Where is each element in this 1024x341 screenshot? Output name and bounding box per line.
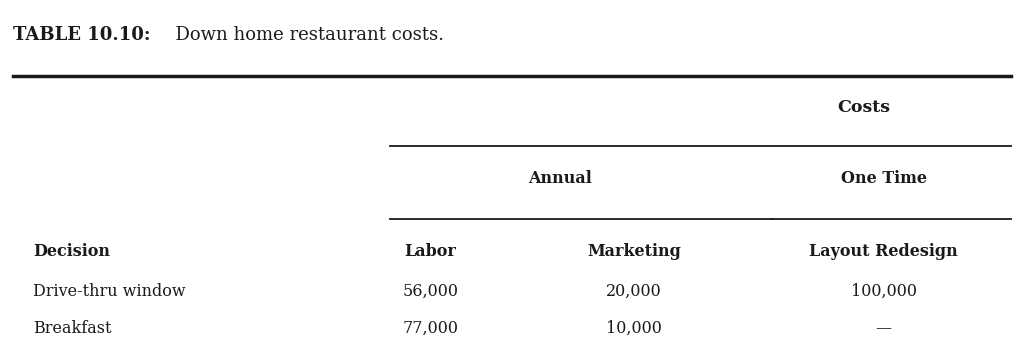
Text: Labor: Labor bbox=[404, 243, 457, 261]
Text: 100,000: 100,000 bbox=[851, 283, 916, 300]
Text: Marketing: Marketing bbox=[588, 243, 681, 261]
Text: Layout Redesign: Layout Redesign bbox=[809, 243, 958, 261]
Text: 20,000: 20,000 bbox=[606, 283, 663, 300]
Text: Decision: Decision bbox=[34, 243, 111, 261]
Text: Costs: Costs bbox=[837, 99, 890, 116]
Text: Drive-thru window: Drive-thru window bbox=[34, 283, 186, 300]
Text: 77,000: 77,000 bbox=[402, 320, 459, 337]
Text: TABLE 10.10:: TABLE 10.10: bbox=[13, 26, 151, 44]
Text: Breakfast: Breakfast bbox=[34, 320, 112, 337]
Text: One Time: One Time bbox=[841, 170, 927, 187]
Text: 56,000: 56,000 bbox=[402, 283, 459, 300]
Text: 10,000: 10,000 bbox=[606, 320, 663, 337]
Text: Down home restaurant costs.: Down home restaurant costs. bbox=[164, 26, 443, 44]
Text: —: — bbox=[876, 320, 892, 337]
Text: Annual: Annual bbox=[528, 170, 592, 187]
